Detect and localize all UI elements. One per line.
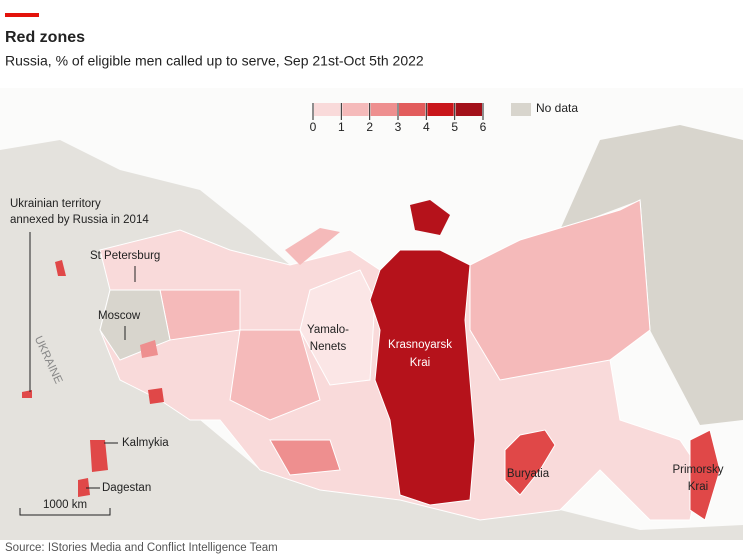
map-label: Primorsky (672, 464, 723, 476)
map-label: Buryatia (507, 468, 550, 480)
primorsky-region (689, 429, 721, 521)
map-label: Nenets (310, 341, 347, 353)
map-label: Krasnoyarsk (388, 339, 452, 351)
region (285, 228, 340, 265)
buryatia-region (504, 429, 556, 496)
kalmykia-region (90, 440, 108, 472)
region (140, 340, 158, 358)
map-label: Kalmykia (122, 437, 169, 449)
no-data-label: No data (536, 101, 578, 115)
region (229, 329, 321, 421)
map-label: Krai (688, 481, 708, 493)
map-label: Yamalo- (307, 324, 349, 336)
kaliningrad (55, 260, 66, 276)
legend-swatch (342, 103, 369, 116)
subtitle: Russia, % of eligible men called up to s… (5, 53, 424, 69)
legend-tick-label: 3 (395, 120, 402, 134)
legend-tick-label: 0 (310, 120, 317, 134)
no-data-swatch (511, 103, 531, 116)
map-label: Krai (410, 357, 430, 369)
legend-swatch (399, 103, 426, 116)
legend-swatch (370, 103, 397, 116)
map-label: annexed by Russia in 2014 (10, 214, 149, 226)
region (299, 269, 376, 386)
legend-tick-label: 2 (366, 120, 373, 134)
leader-lines (19, 232, 136, 516)
map-label: St Petersburg (90, 250, 160, 262)
legend-tick-label: 1 (338, 120, 345, 134)
region (148, 388, 164, 404)
legend-swatch (427, 103, 454, 116)
source: Source: IStories Media and Conflict Inte… (5, 542, 278, 554)
scale-bar (19, 508, 111, 516)
no-data-region (560, 125, 743, 425)
legend-tick-label: 5 (451, 120, 458, 134)
map-label: Ukrainian territory (10, 198, 101, 210)
title: Red zones (5, 29, 85, 46)
accent-bar (5, 13, 39, 17)
region (469, 199, 651, 381)
krasnoyarsk-region (369, 249, 476, 506)
legend-swatch (455, 103, 482, 116)
dagestan-region (78, 478, 90, 497)
legend-swatch (314, 103, 341, 116)
scale-label: 1000 km (43, 499, 87, 511)
map-label: Moscow (98, 310, 141, 322)
map-label: Dagestan (102, 482, 151, 494)
legend: 0 1 2 3 4 5 6 No data (310, 101, 579, 134)
legend-tick-label: 4 (423, 120, 430, 134)
legend-tick-label: 6 (480, 120, 487, 134)
krasnoyarsk-island (410, 200, 450, 235)
map (0, 88, 743, 540)
region (269, 439, 341, 476)
